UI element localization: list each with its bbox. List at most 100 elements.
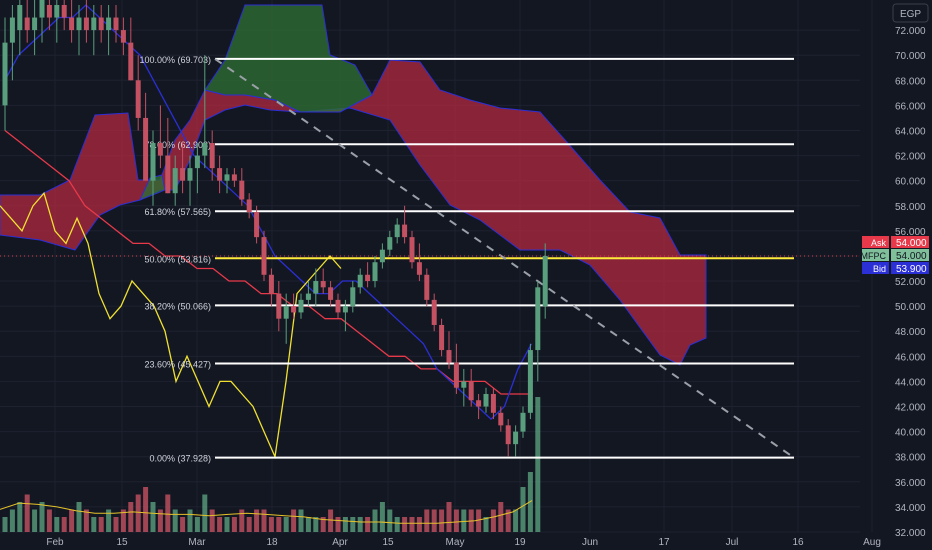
volume-bar bbox=[61, 517, 67, 532]
x-tick-label: May bbox=[446, 537, 465, 548]
y-tick-label: 46.000 bbox=[895, 352, 926, 363]
candle-body bbox=[61, 5, 67, 18]
candle-body bbox=[98, 17, 104, 31]
volume-bar bbox=[505, 509, 511, 532]
candle-body bbox=[69, 17, 75, 31]
fib-level-label: 100.00% (69.703) bbox=[139, 55, 211, 65]
fib-level-label: 78.60% (62.903) bbox=[144, 140, 211, 150]
volume-bar bbox=[261, 509, 267, 532]
price-tag-value: 53.900 bbox=[896, 264, 927, 275]
volume-bar bbox=[342, 517, 348, 532]
price-tag-name: Ask bbox=[871, 238, 887, 248]
price-tag-bid: Bid 53.900 bbox=[862, 262, 929, 275]
x-tick-label: 18 bbox=[266, 537, 278, 548]
y-tick-label: 38.000 bbox=[895, 453, 926, 464]
candle-body bbox=[39, 0, 45, 18]
volume-bar bbox=[165, 494, 171, 532]
y-tick-label: 36.000 bbox=[895, 478, 926, 489]
candle-body bbox=[394, 224, 400, 238]
volume-bar bbox=[217, 517, 223, 532]
candle-body bbox=[17, 5, 23, 31]
volume-bar bbox=[498, 502, 504, 532]
candle-body bbox=[239, 180, 245, 200]
volume-bar bbox=[335, 517, 341, 532]
volume-bar bbox=[513, 509, 519, 532]
x-tick-label: 15 bbox=[116, 537, 128, 548]
candle-body bbox=[187, 168, 193, 181]
volume-bar bbox=[128, 502, 134, 532]
volume-bar bbox=[298, 509, 304, 532]
volume-bar bbox=[143, 487, 149, 532]
candle-body bbox=[91, 17, 97, 31]
candle-body bbox=[520, 412, 526, 432]
candle-body bbox=[357, 274, 363, 288]
volume-bar bbox=[254, 509, 260, 532]
x-tick-label: Aug bbox=[863, 537, 881, 548]
volume-bar bbox=[239, 509, 245, 532]
indicator-lines bbox=[0, 4, 533, 524]
y-tick-label: 56.000 bbox=[895, 227, 926, 238]
volume-bar bbox=[291, 509, 297, 532]
volume-bar bbox=[157, 509, 163, 532]
price-tag-name-bg bbox=[862, 249, 889, 261]
volume-bar bbox=[283, 517, 289, 532]
candle-body bbox=[54, 5, 60, 18]
candle-body bbox=[431, 299, 437, 325]
x-tick-label: Jun bbox=[582, 537, 598, 548]
currency-label: EGP bbox=[900, 9, 921, 20]
candle-body bbox=[476, 400, 482, 407]
volume-bar bbox=[76, 502, 82, 532]
volume-bars bbox=[2, 397, 541, 532]
currency-badge[interactable]: EGP bbox=[892, 3, 929, 23]
volume-bar bbox=[120, 509, 126, 532]
candle-body bbox=[535, 287, 541, 351]
volume-bar bbox=[187, 509, 193, 532]
candle-body bbox=[409, 237, 415, 263]
candle-body bbox=[150, 143, 156, 181]
candle-body bbox=[328, 287, 334, 300]
fib-level-label: 50.00% (53.816) bbox=[144, 254, 211, 264]
trendline-dashed[interactable] bbox=[214, 58, 795, 459]
volume-bar bbox=[39, 502, 45, 532]
price-tag-name-bg bbox=[862, 262, 889, 274]
volume-bar bbox=[194, 517, 200, 532]
price-tag-value: 54.000 bbox=[896, 238, 927, 249]
price-tag-value: 54.000 bbox=[896, 251, 927, 262]
candle-body bbox=[268, 274, 274, 294]
tenkan-sen-line bbox=[4, 4, 533, 420]
volume-bar bbox=[202, 494, 208, 532]
candle-body bbox=[490, 393, 496, 413]
volume-bar bbox=[535, 397, 541, 532]
volume-bar bbox=[113, 517, 119, 532]
volume-bar bbox=[387, 509, 393, 532]
fib-level-label: 61.80% (57.565) bbox=[144, 207, 211, 217]
volume-bar bbox=[439, 509, 445, 532]
chikou-span-line bbox=[0, 191, 342, 460]
volume-bar bbox=[276, 517, 282, 532]
candle-body bbox=[305, 293, 311, 300]
price-tag-name: Bid bbox=[873, 264, 886, 274]
candle-body bbox=[276, 293, 282, 319]
candle-body bbox=[231, 174, 237, 181]
volume-bar bbox=[424, 509, 430, 532]
candle-body bbox=[505, 425, 511, 445]
candle-body bbox=[379, 249, 385, 263]
candle-body bbox=[365, 274, 371, 282]
volume-bar bbox=[106, 509, 112, 532]
candle-body bbox=[320, 281, 326, 288]
volume-bar bbox=[69, 509, 75, 532]
candle-body bbox=[350, 287, 356, 307]
volume-bar bbox=[490, 509, 496, 532]
y-tick-label: 64.000 bbox=[895, 126, 926, 137]
candle-body bbox=[527, 350, 533, 413]
candle-body bbox=[461, 381, 467, 388]
volume-bar bbox=[365, 517, 371, 532]
candle-body bbox=[416, 262, 422, 275]
volume-bar bbox=[2, 517, 8, 532]
y-tick-label: 58.000 bbox=[895, 202, 926, 213]
volume-bar bbox=[98, 517, 104, 532]
y-tick-label: 48.000 bbox=[895, 327, 926, 338]
volume-bar bbox=[305, 517, 311, 532]
candle-body bbox=[224, 174, 230, 181]
